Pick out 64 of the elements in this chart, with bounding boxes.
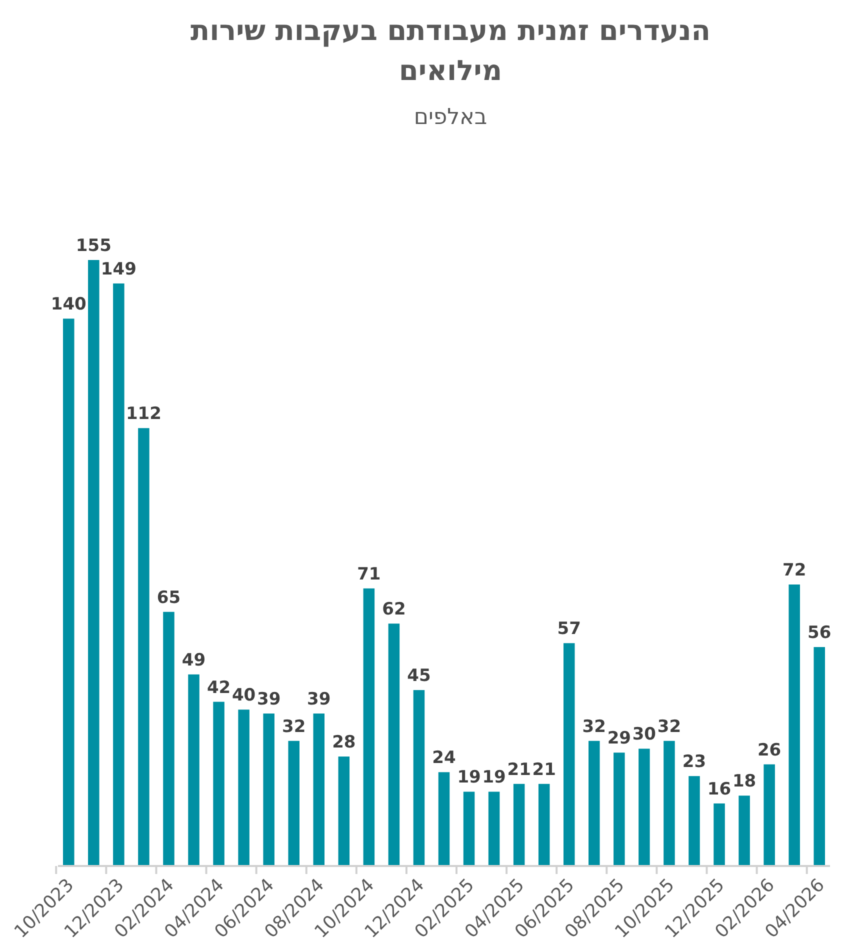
bar xyxy=(438,772,450,866)
data-label: 140 xyxy=(50,294,87,315)
bar xyxy=(664,740,675,866)
data-label: 19 xyxy=(457,768,481,788)
bar xyxy=(213,702,224,866)
bar xyxy=(388,624,400,866)
data-label: 149 xyxy=(100,259,136,280)
bar xyxy=(513,784,525,866)
bar xyxy=(363,588,375,866)
bar xyxy=(788,584,800,866)
data-label: 32 xyxy=(282,716,306,737)
bar xyxy=(88,260,100,866)
bar xyxy=(563,643,575,866)
bar xyxy=(313,714,325,866)
bar xyxy=(538,784,550,866)
data-label: 62 xyxy=(382,600,406,620)
bar xyxy=(338,756,350,866)
chart-subtitle: באלפים xyxy=(414,105,488,130)
data-label: 45 xyxy=(407,666,431,686)
data-label: 21 xyxy=(532,760,556,780)
data-label: 32 xyxy=(657,716,682,737)
data-label: 28 xyxy=(332,732,356,753)
bar xyxy=(688,776,700,866)
data-label: 56 xyxy=(808,623,832,644)
bar xyxy=(764,764,775,866)
data-label: 19 xyxy=(482,768,506,788)
bar xyxy=(63,318,74,866)
data-label: 40 xyxy=(232,686,256,706)
data-label: 155 xyxy=(76,236,112,256)
bar xyxy=(814,647,825,866)
bar xyxy=(188,674,200,866)
chart-title: הנעדרים זמנית מעבודתם בעקבות שירות מילואים xyxy=(190,14,711,87)
data-label: 24 xyxy=(432,748,456,768)
bar xyxy=(638,748,650,866)
bar xyxy=(138,428,150,866)
bar xyxy=(413,690,425,866)
bar xyxy=(738,796,750,866)
data-label: 72 xyxy=(782,560,806,581)
bar xyxy=(238,710,250,866)
data-label: 30 xyxy=(632,724,656,745)
data-label: 29 xyxy=(607,728,632,749)
bar xyxy=(163,612,174,866)
data-label: 18 xyxy=(732,772,756,792)
data-label: 23 xyxy=(682,752,706,772)
data-label: 32 xyxy=(582,716,606,737)
data-label: 49 xyxy=(182,650,206,670)
bar xyxy=(488,792,500,866)
data-label: 21 xyxy=(507,760,531,780)
data-label: 42 xyxy=(206,678,231,698)
bar xyxy=(463,792,475,866)
data-label: 65 xyxy=(156,588,181,608)
bar xyxy=(288,740,300,866)
bar xyxy=(113,283,124,866)
data-label: 71 xyxy=(357,564,381,584)
data-label: 16 xyxy=(707,779,732,800)
bar xyxy=(614,752,625,866)
bar xyxy=(588,740,600,866)
data-label: 26 xyxy=(757,740,782,760)
data-label: 39 xyxy=(256,690,281,710)
data-label: 39 xyxy=(307,690,331,710)
data-label: 57 xyxy=(557,619,581,640)
data-label: 112 xyxy=(126,404,162,424)
bar xyxy=(714,803,725,866)
bar xyxy=(263,714,274,866)
